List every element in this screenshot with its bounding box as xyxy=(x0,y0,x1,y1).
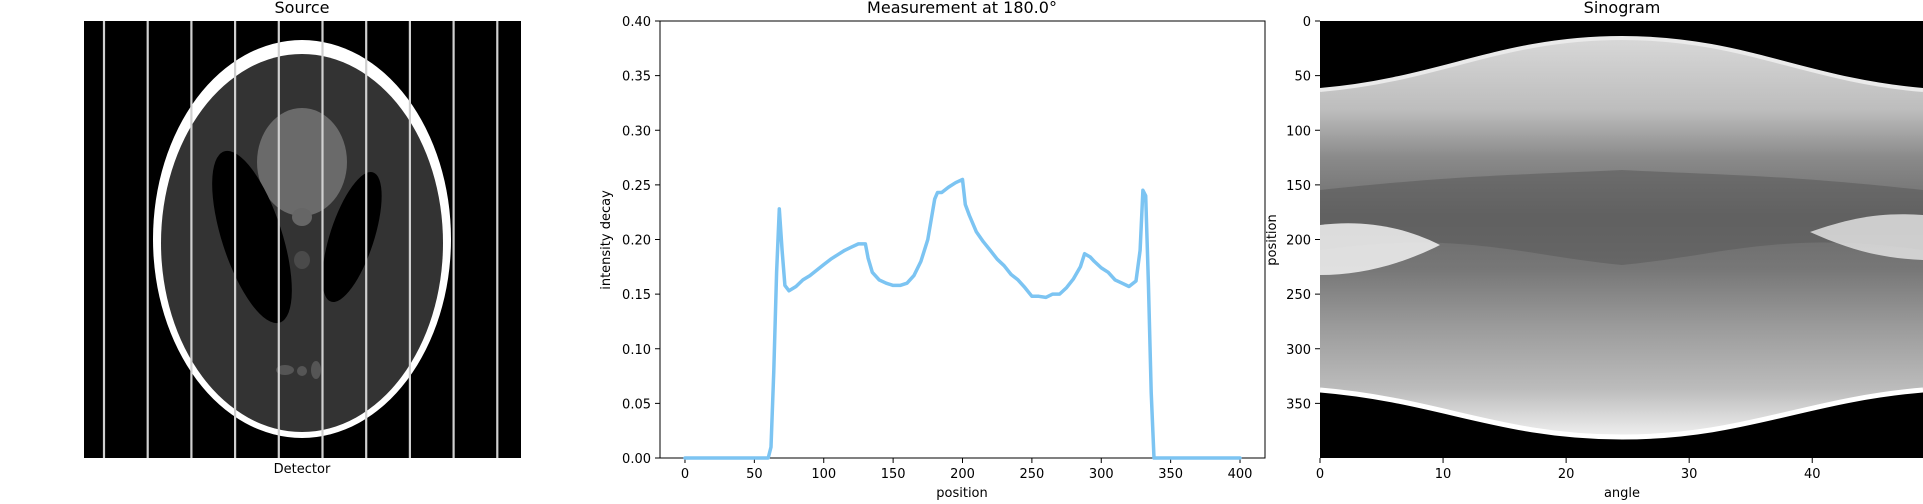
y-tick-label: 0 xyxy=(1303,15,1311,30)
y-tick-label: 50 xyxy=(1294,70,1311,85)
x-tick-label: 350 xyxy=(1158,467,1183,482)
y-tick-label: 0.25 xyxy=(622,179,651,194)
phantom-small-ellipse-4 xyxy=(297,366,307,376)
detector-lines xyxy=(102,21,499,458)
phantom-top-ellipse xyxy=(257,108,347,216)
sinogram-xlabel: angle xyxy=(1604,486,1640,500)
sinogram-bright-right xyxy=(1810,214,1923,260)
y-tick-label: 0.40 xyxy=(622,15,651,30)
sinogram-x-ticks: 0 10 20 30 40 xyxy=(1316,458,1821,482)
x-tick-label: 0 xyxy=(681,467,689,482)
y-tick-label: 350 xyxy=(1286,397,1311,412)
phantom-image xyxy=(102,21,499,458)
measurement-series-line xyxy=(683,177,1242,460)
x-tick-label: 0 xyxy=(1316,467,1324,482)
y-tick-label: 0.10 xyxy=(622,343,651,358)
y-tick-label: 300 xyxy=(1286,343,1311,358)
y-tick-label: 0.20 xyxy=(622,234,651,249)
measurement-xlabel: position xyxy=(936,486,988,500)
phantom-inner-ellipse xyxy=(161,54,443,432)
y-tick-label: 200 xyxy=(1286,234,1311,249)
y-tick-label: 100 xyxy=(1286,124,1311,139)
phantom-small-ellipse-1 xyxy=(292,208,312,226)
phantom-small-ellipse-2 xyxy=(294,251,310,269)
x-tick-label: 40 xyxy=(1804,467,1821,482)
sinogram-y-ticks: 0 50 100 150 200 250 300 350 xyxy=(1286,15,1320,412)
phantom-left-ellipse xyxy=(212,150,292,324)
phantom-small-ellipse-3 xyxy=(276,365,294,375)
x-tick-label: 20 xyxy=(1558,467,1575,482)
y-tick-label: 0.00 xyxy=(622,452,651,467)
y-tick-label: 0.30 xyxy=(622,124,651,139)
measurement-panel: Measurement at 180.0° 0 50 100 150 200 250 300… xyxy=(599,0,1266,501)
sinogram-bright-left xyxy=(1320,223,1440,275)
source-xlabel: Detector xyxy=(274,462,331,477)
x-tick-label: 150 xyxy=(881,467,906,482)
y-tick-label: 0.35 xyxy=(622,70,651,85)
x-tick-label: 100 xyxy=(811,467,836,482)
sinogram-bottom-edge xyxy=(1320,387,1923,440)
y-tick-label: 150 xyxy=(1286,179,1311,194)
measurement-x-ticks: 0 50 100 150 200 250 300 350 400 xyxy=(681,458,1253,482)
sinogram-image xyxy=(1320,35,1923,440)
measurement-plot-frame xyxy=(659,20,1266,459)
x-tick-label: 400 xyxy=(1228,467,1253,482)
phantom-small-ellipse-5 xyxy=(311,361,321,379)
sinogram-panel: Sinogram 0 10 20 30 40 0 50 100 150 200 250 300 350… xyxy=(1265,0,1923,501)
measurement-title: Measurement at 180.0° xyxy=(867,0,1057,17)
sinogram-ylabel: position xyxy=(1265,214,1280,266)
x-tick-label: 250 xyxy=(1019,467,1044,482)
measurement-y-ticks: 0.00 0.05 0.10 0.15 0.20 0.25 0.30 0.35 0.40 xyxy=(622,15,660,467)
y-tick-label: 0.15 xyxy=(622,288,651,303)
y-tick-label: 0.05 xyxy=(622,397,651,412)
x-tick-label: 50 xyxy=(746,467,763,482)
x-tick-label: 30 xyxy=(1681,467,1698,482)
x-tick-label: 300 xyxy=(1089,467,1114,482)
x-tick-label: 10 xyxy=(1435,467,1452,482)
x-tick-label: 200 xyxy=(950,467,975,482)
source-panel: Source Detector xyxy=(84,0,521,477)
source-title: Source xyxy=(275,0,330,17)
measurement-ylabel: intensity decay xyxy=(599,190,614,290)
sinogram-title: Sinogram xyxy=(1584,0,1661,17)
sinogram-dark-core xyxy=(1320,170,1923,265)
y-tick-label: 250 xyxy=(1286,288,1311,303)
sinogram-top-edge xyxy=(1320,35,1923,92)
